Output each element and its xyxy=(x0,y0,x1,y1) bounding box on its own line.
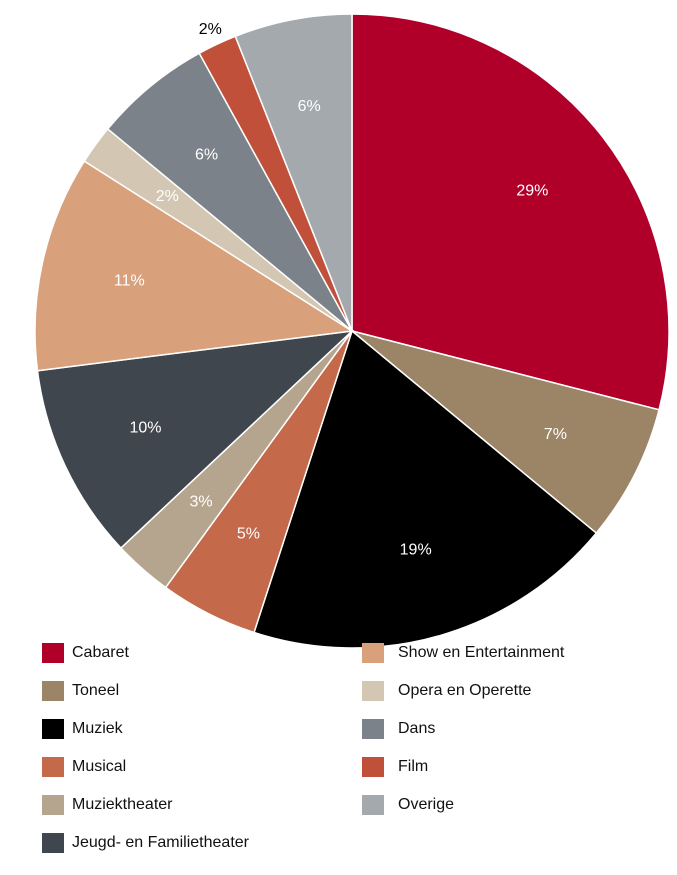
legend-swatch xyxy=(362,757,384,777)
legend-swatch xyxy=(42,681,64,701)
legend-swatch xyxy=(42,795,64,815)
slice-label: 5% xyxy=(237,526,260,543)
slice-label: 10% xyxy=(129,419,161,436)
slice-label: 7% xyxy=(544,426,567,443)
pie-slice xyxy=(253,329,598,649)
pie-slice xyxy=(351,330,660,535)
slice-label: 11% xyxy=(114,272,145,289)
legend-label: Musical xyxy=(72,758,126,775)
pie-slice xyxy=(234,13,353,332)
legend-label: Film xyxy=(398,758,428,775)
legend-swatch xyxy=(362,681,384,701)
slice-label: 19% xyxy=(400,541,432,558)
legend-swatch xyxy=(42,643,64,663)
slice-label: 6% xyxy=(298,98,321,115)
pie-slice xyxy=(351,13,670,411)
slice-label: 2% xyxy=(156,188,179,205)
legend-label: Dans xyxy=(398,720,435,737)
legend-swatch xyxy=(362,643,384,663)
pie-slice xyxy=(106,52,353,332)
legend-label: Toneel xyxy=(72,682,119,699)
slice-label: 3% xyxy=(189,493,212,510)
pie-slice xyxy=(34,160,355,372)
legend-label: Opera en Operette xyxy=(398,682,532,699)
legend-label: Overige xyxy=(398,796,454,813)
legend-swatch xyxy=(42,833,64,853)
legend-swatch xyxy=(42,757,64,777)
legend-swatch xyxy=(362,795,384,815)
legend-label: Show en Entertainment xyxy=(398,644,565,661)
legend-label: Muziek xyxy=(72,720,124,737)
slice-label: 2% xyxy=(199,21,222,38)
legend-swatch xyxy=(362,719,384,739)
legend-swatch xyxy=(42,719,64,739)
legend-label: Muziektheater xyxy=(72,796,173,813)
slice-label: 6% xyxy=(195,146,218,163)
legend-label: Jeugd- en Familietheater xyxy=(72,834,250,851)
legend-label: Cabaret xyxy=(72,644,129,661)
slice-label: 29% xyxy=(516,182,548,199)
pie-slice xyxy=(36,329,355,550)
